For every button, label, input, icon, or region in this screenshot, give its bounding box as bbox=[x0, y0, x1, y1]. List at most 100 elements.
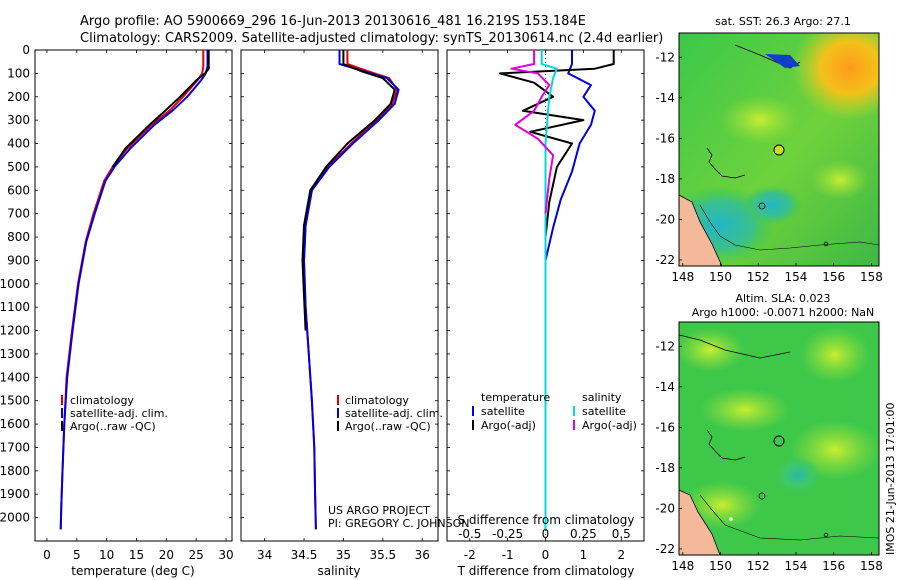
map-x-tick-label: 158 bbox=[860, 559, 883, 573]
sst-map-title: sat. SST: 26.3 Argo: 27.1 bbox=[715, 15, 851, 28]
depth-tick-label: 1100 bbox=[0, 300, 30, 314]
series-line-satellite-adj-clim bbox=[59, 50, 209, 530]
x-tick-label: 1 bbox=[580, 548, 588, 562]
cool-sst-region bbox=[742, 185, 802, 225]
depth-tick-label: 1500 bbox=[0, 394, 30, 408]
map-point bbox=[729, 517, 733, 521]
depth-tick-label: 200 bbox=[7, 90, 30, 104]
legend-label-argo: Argo(..raw -QC) bbox=[70, 420, 156, 433]
series-line-argo-raw-qc bbox=[111, 50, 210, 168]
legend-label-t-argo: Argo(-adj) bbox=[481, 419, 536, 432]
depth-tick-label: 600 bbox=[7, 183, 30, 197]
x-tick-label: 5 bbox=[73, 548, 81, 562]
reef-outline bbox=[823, 532, 829, 538]
depth-tick-label: 1300 bbox=[0, 347, 30, 361]
depth-tick-label: 800 bbox=[7, 230, 30, 244]
map-x-tick-label: 150 bbox=[709, 559, 732, 573]
reef-outline bbox=[706, 147, 746, 179]
depth-tick-label: 1900 bbox=[0, 487, 30, 501]
sst-map-frame bbox=[678, 32, 880, 267]
series-line-climatology bbox=[303, 50, 398, 530]
profile-title: Argo profile: AO 5900669_296 16-Jun-2013… bbox=[80, 14, 586, 29]
sst-map-axes: 148 150 152 154 156 158 -12 -14 -16 -18 -20 -22 bbox=[655, 50, 883, 284]
legend-label-s-argo: Argo(-adj) bbox=[582, 419, 637, 432]
warm-band bbox=[810, 160, 870, 200]
positive-sla-region bbox=[800, 327, 870, 383]
map-y-tick-label: -20 bbox=[655, 501, 675, 515]
depth-tick-label: 900 bbox=[7, 253, 30, 267]
warm-sst-region bbox=[792, 33, 879, 120]
temperature-legend: climatology satellite-adj. clim. Argo(..… bbox=[61, 394, 168, 433]
series-line-s-argo-adj bbox=[510, 50, 555, 214]
x-tick-label: 25 bbox=[189, 548, 204, 562]
positive-sla-region bbox=[679, 328, 745, 372]
map-x-tick-label: 156 bbox=[822, 559, 845, 573]
legend-label-climatology: climatology bbox=[70, 394, 134, 407]
depth-contour bbox=[699, 494, 879, 541]
png-coastline bbox=[679, 334, 791, 359]
reef-outline bbox=[758, 202, 766, 210]
s-tick-label: 0.5 bbox=[612, 527, 631, 541]
x-tick-label: -2 bbox=[464, 548, 476, 562]
t-difference-axis-label: T difference from climatology bbox=[457, 564, 635, 578]
map-y-tick-label: -18 bbox=[655, 461, 675, 475]
depth-tick-label: 300 bbox=[7, 113, 30, 127]
pi-credit: PI: GREGORY C. JOHNSON bbox=[328, 517, 469, 530]
depth-tick-label: 1600 bbox=[0, 417, 30, 431]
x-tick-label: 34 bbox=[257, 548, 272, 562]
depth-tick-label: 100 bbox=[7, 66, 30, 80]
difference-legend: temperature salinity satellite Argo(-adj… bbox=[472, 391, 637, 432]
depth-tick-label: 2000 bbox=[0, 511, 30, 525]
legend-label-s-satellite: satellite bbox=[582, 405, 626, 418]
salinity-legend: climatology satellite-adj. clim. Argo(..… bbox=[337, 394, 443, 433]
map-y-tick-label: -12 bbox=[655, 50, 675, 64]
reef-outline bbox=[758, 492, 766, 500]
depth-tick-label: 400 bbox=[7, 137, 30, 151]
map-x-tick-label: 158 bbox=[860, 270, 883, 284]
land-australia bbox=[679, 195, 722, 266]
depth-tick-label: 1800 bbox=[0, 464, 30, 478]
sla-map-axes: 148 150 152 154 156 158 -12 -14 -16 -18 -20 -22 bbox=[655, 339, 883, 573]
x-tick-label: -1 bbox=[502, 548, 514, 562]
depth-axis: 0 100 200 300 400 500 600 700 800 900 1000 1100 1200… bbox=[0, 43, 644, 525]
x-tick-label: 30 bbox=[218, 548, 233, 562]
argo-float-marker bbox=[773, 435, 785, 447]
s-difference-axis-label: S difference from climatology bbox=[458, 513, 635, 527]
salinity-panel bbox=[240, 49, 439, 542]
positive-sla-region bbox=[682, 481, 762, 529]
map-x-tick-label: 154 bbox=[785, 270, 808, 284]
depth-tick-label: 1200 bbox=[0, 324, 30, 338]
map-x-tick-label: 150 bbox=[709, 270, 732, 284]
x-tick-label: 35 bbox=[336, 548, 351, 562]
x-tick-label: 0 bbox=[542, 548, 550, 562]
land-australia bbox=[679, 490, 720, 555]
reef-outline bbox=[706, 429, 746, 461]
reef-outline bbox=[823, 241, 829, 247]
depth-tick-label: 1700 bbox=[0, 440, 30, 454]
series-line-t-argo-adj bbox=[499, 50, 615, 238]
map-x-tick-label: 148 bbox=[671, 270, 694, 284]
map-y-tick-label: -20 bbox=[655, 212, 675, 226]
s-tick-label: -0.5 bbox=[458, 527, 481, 541]
legend-header-temperature: temperature bbox=[481, 391, 550, 404]
x-tick-label: 15 bbox=[129, 548, 144, 562]
sla-map-subtitle: Argo h1000: -0.0071 h2000: NaN bbox=[692, 306, 875, 319]
difference-plot: -2 -1 0 1 2-0.5 -0.25 0 0.25 0.5 bbox=[458, 50, 631, 562]
depth-contour bbox=[699, 204, 879, 251]
temperature-panel bbox=[34, 49, 233, 542]
x-tick-label: 35.5 bbox=[369, 548, 396, 562]
series-line-argo-raw-qc bbox=[301, 50, 396, 331]
shallow-water-patch bbox=[765, 54, 800, 68]
series-line-s-satellite bbox=[540, 50, 558, 530]
depth-tick-label: 500 bbox=[7, 160, 30, 174]
map-y-tick-label: -14 bbox=[655, 91, 675, 105]
salinity-plot: 34 34.5 35 35.5 36 bbox=[257, 50, 430, 562]
map-y-tick-label: -22 bbox=[655, 542, 675, 556]
map-y-tick-label: -22 bbox=[655, 253, 675, 267]
x-tick-label: 2 bbox=[617, 548, 625, 562]
salinity-axis-label: salinity bbox=[317, 564, 360, 578]
legend-label-satellite-adj: satellite-adj. clim. bbox=[345, 407, 443, 420]
legend-label-argo: Argo(..raw -QC) bbox=[345, 420, 431, 433]
legend-header-salinity: salinity bbox=[582, 391, 622, 404]
map-x-tick-label: 156 bbox=[822, 270, 845, 284]
